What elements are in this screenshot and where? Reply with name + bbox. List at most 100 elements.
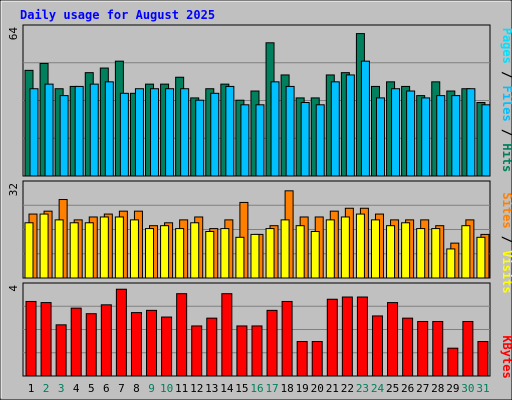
x-tick-label: 10 xyxy=(160,382,173,395)
bar-files xyxy=(330,81,340,177)
bar-files xyxy=(225,85,235,177)
bar-kbytes xyxy=(462,320,474,377)
bar-files xyxy=(165,88,175,177)
bar-files xyxy=(270,81,280,177)
bar-sites xyxy=(205,231,215,279)
bar-kbytes xyxy=(251,325,263,377)
bar-files xyxy=(466,88,476,177)
chart-panels: 64 32 4 xyxy=(7,24,491,377)
legend-visits: Visits xyxy=(500,250,512,293)
bar-kbytes xyxy=(326,298,338,377)
bar-sites xyxy=(416,228,426,279)
bar-kbytes xyxy=(115,288,127,377)
x-tick-label: 26 xyxy=(401,382,414,395)
bar-sites xyxy=(265,228,275,279)
bar-sites xyxy=(39,213,49,279)
svg-text:KBytes: KBytes xyxy=(500,335,512,378)
x-tick-label: 8 xyxy=(133,382,140,395)
bar-files xyxy=(255,104,265,177)
svg-text:Sites / Visits: Sites / Visits xyxy=(500,192,512,293)
bar-sites xyxy=(190,222,200,279)
bar-kbytes xyxy=(296,341,308,377)
x-tick-label: 21 xyxy=(326,382,339,395)
bar-files xyxy=(44,83,54,177)
bar-files xyxy=(59,95,69,177)
bar-kbytes xyxy=(206,317,218,377)
bar-kbytes xyxy=(341,296,353,377)
x-tick-label: 24 xyxy=(371,382,385,395)
bar-sites xyxy=(461,225,471,279)
legend-files: Files xyxy=(500,86,512,122)
bar-sites xyxy=(114,216,124,279)
x-tick-label: 20 xyxy=(311,382,324,395)
x-tick-label: 1 xyxy=(28,382,35,395)
bar-sites xyxy=(160,225,170,279)
bar-kbytes xyxy=(70,307,82,377)
bar-kbytes xyxy=(146,309,158,377)
x-tick-label: 19 xyxy=(296,382,309,395)
x-tick-label: 23 xyxy=(356,382,369,395)
bar-sites xyxy=(129,219,139,279)
bar-kbytes xyxy=(25,300,37,377)
bar-kbytes xyxy=(371,315,383,377)
bar-kbytes xyxy=(402,317,414,377)
bar-sites xyxy=(280,219,290,279)
bar-files xyxy=(451,95,461,177)
x-tick-label: 22 xyxy=(341,382,354,395)
y-tick-label: 4 xyxy=(7,285,20,292)
y-tick-label: 64 xyxy=(7,27,20,41)
bar-sites xyxy=(431,228,441,279)
bar-files xyxy=(406,90,416,177)
bar-kbytes xyxy=(221,293,233,377)
bar-kbytes xyxy=(432,320,444,377)
bar-kbytes xyxy=(447,347,459,377)
bar-sites xyxy=(340,216,350,279)
bar-sites xyxy=(175,228,185,279)
bar-files xyxy=(300,102,310,177)
bar-files xyxy=(285,85,295,177)
bar-sites xyxy=(250,233,260,279)
x-tick-label: 27 xyxy=(416,382,429,395)
bar-kbytes xyxy=(266,309,278,377)
bar-sites xyxy=(355,213,365,279)
bar-files xyxy=(210,92,220,177)
x-tick-label: 16 xyxy=(250,382,263,395)
bar-sites xyxy=(69,222,79,279)
x-tick-label: 29 xyxy=(446,382,459,395)
bar-files xyxy=(119,92,129,177)
bar-kbytes xyxy=(130,312,142,377)
bar-kbytes xyxy=(40,302,52,377)
legend-panel-3: KBytes xyxy=(500,335,512,378)
bar-kbytes xyxy=(356,296,368,377)
bar-files xyxy=(74,85,84,177)
legend-panel-2: Sites / Visits xyxy=(500,192,512,293)
x-tick-label: 4 xyxy=(73,382,80,395)
bar-kbytes xyxy=(161,316,173,377)
x-tick-label: 9 xyxy=(148,382,155,395)
bar-files xyxy=(180,88,190,177)
x-tick-label: 18 xyxy=(281,382,294,395)
bar-files xyxy=(29,88,39,177)
x-tick-label: 11 xyxy=(175,382,188,395)
bar-files xyxy=(421,97,431,177)
bar-kbytes xyxy=(387,302,399,377)
bar-kbytes xyxy=(85,313,97,377)
legend-hits: Hits xyxy=(500,143,512,172)
bar-sites xyxy=(145,228,155,279)
bar-sites xyxy=(476,236,486,279)
bar-sites xyxy=(401,222,411,279)
bar-kbytes xyxy=(100,304,112,377)
legend-sites: Sites xyxy=(500,192,512,228)
bar-files xyxy=(345,74,355,177)
bar-sites xyxy=(310,231,320,279)
x-tick-label: 3 xyxy=(58,382,65,395)
bar-sites xyxy=(54,219,64,279)
x-tick-label: 15 xyxy=(235,382,248,395)
bar-files xyxy=(391,88,401,177)
bar-files xyxy=(89,83,99,177)
bar-kbytes xyxy=(477,341,489,377)
bar-sites xyxy=(446,248,456,279)
bar-files xyxy=(360,60,370,177)
bar-sites xyxy=(99,216,109,279)
